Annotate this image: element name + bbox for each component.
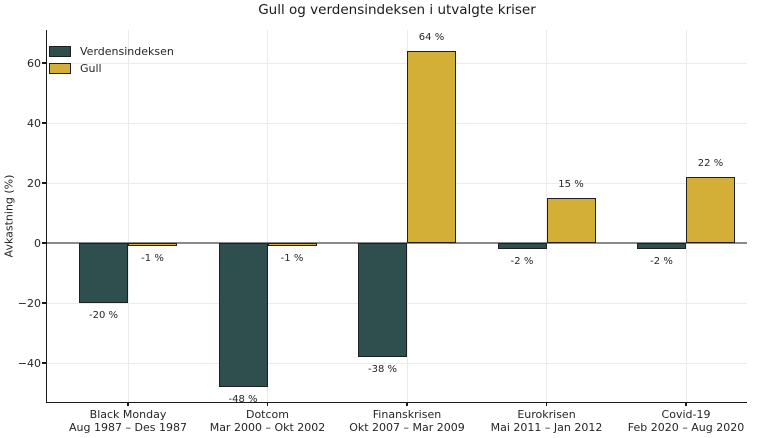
y-tick-label: −20 <box>17 296 41 310</box>
legend-swatch-verdensindeksen <box>49 46 71 57</box>
bar-verdensindeksen <box>497 243 547 249</box>
bar-value-label: -48 % <box>228 394 258 405</box>
y-tick-mark <box>42 362 46 364</box>
x-tick-mark <box>127 402 129 406</box>
legend-label-verdensindeksen: Verdensindeksen <box>80 45 174 58</box>
bar-gull <box>686 177 735 243</box>
y-tick-label: 60 <box>27 56 41 70</box>
legend-swatch-gull <box>49 63 71 74</box>
y-gridline <box>47 62 747 64</box>
y-tick-label: 20 <box>27 176 41 190</box>
bar-gull <box>407 51 456 243</box>
x-tick-mark <box>545 402 548 406</box>
bar-value-label: -1 % <box>280 253 304 264</box>
bar-gull <box>267 243 317 246</box>
legend-label-gull: Gull <box>80 62 102 75</box>
x-tick-label-name: Eurokrisen <box>517 408 576 421</box>
y-tick-mark <box>42 302 46 304</box>
x-axis-spine <box>46 402 747 404</box>
bar-value-label: -2 % <box>650 256 673 267</box>
x-tick-label-period: Mar 2000 – Okt 2002 <box>209 421 326 434</box>
y-tick-mark <box>42 242 46 244</box>
x-tick-label-name: Dotcom <box>245 408 289 421</box>
y-tick-mark <box>42 122 46 124</box>
bar-gull <box>128 243 177 246</box>
bar-value-label: -2 % <box>510 256 534 267</box>
y-tick-label: 40 <box>27 116 41 130</box>
x-tick-label-name: Black Monday <box>89 408 167 421</box>
y-tick-label: −40 <box>17 356 41 370</box>
y-tick-mark <box>42 182 46 184</box>
x-tick-label-period: Feb 2020 – Aug 2020 <box>627 421 745 434</box>
bar-value-label: -20 % <box>88 310 118 321</box>
x-tick-label-period: Mai 2011 – Jan 2012 <box>490 421 603 434</box>
bar-verdensindeksen <box>79 243 128 303</box>
bar-verdensindeksen <box>358 243 407 357</box>
bar-value-label: 15 % <box>558 179 584 190</box>
bar-value-label: -38 % <box>367 364 397 375</box>
x-gridline <box>267 30 268 402</box>
x-tick-label-period: Okt 2007 – Mar 2009 <box>349 421 465 434</box>
y-axis-spine <box>46 30 48 403</box>
y-tick-label: 0 <box>34 236 41 250</box>
x-tick-label-period: Aug 1987 – Des 1987 <box>69 421 187 434</box>
bar-value-label: 22 % <box>697 158 724 169</box>
x-tick-mark <box>266 402 269 406</box>
x-tick-label-name: Finanskrisen <box>372 408 442 421</box>
chart-legend: Verdensindeksen Gull <box>49 43 174 77</box>
x-gridline <box>127 30 129 402</box>
x-tick-mark <box>406 402 408 406</box>
bar-value-label: -1 % <box>141 253 164 264</box>
bar-verdensindeksen <box>637 243 686 249</box>
y-gridline <box>47 122 747 124</box>
y-gridline <box>47 362 747 364</box>
legend-item-verdensindeksen: Verdensindeksen <box>49 43 174 60</box>
y-gridline <box>47 182 747 184</box>
x-tick-mark <box>685 402 687 406</box>
chart-title: Gull og verdensindeksen i utvalgte krise… <box>258 2 536 18</box>
bar-value-label: 64 % <box>418 32 445 43</box>
x-tick-label-name: Covid-19 <box>661 408 711 421</box>
bar-gull <box>546 198 596 243</box>
bar-verdensindeksen <box>218 243 268 387</box>
y-tick-mark <box>42 62 46 64</box>
legend-item-gull: Gull <box>49 60 174 77</box>
